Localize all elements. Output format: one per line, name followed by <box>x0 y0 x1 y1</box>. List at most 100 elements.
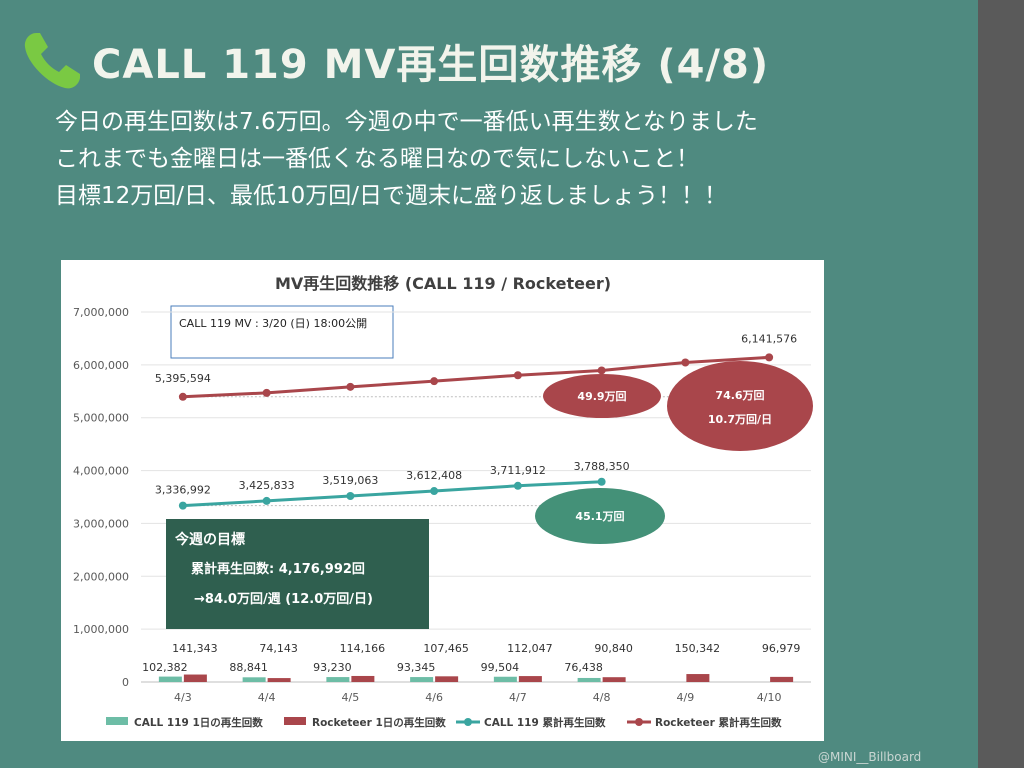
bar-value-label: 96,979 <box>762 642 801 655</box>
series-point <box>681 358 690 367</box>
series-point <box>597 477 606 486</box>
chart-title: MV再生回数推移 (CALL 119 / Rocketeer) <box>275 274 611 293</box>
y-tick-label: 3,000,000 <box>73 517 129 530</box>
y-tick-label: 1,000,000 <box>73 623 129 636</box>
footer-credit: @MINI__Billboard <box>818 750 922 764</box>
legend-swatch-point <box>464 718 472 726</box>
bar <box>183 674 207 682</box>
legend-label: CALL 119 累計再生回数 <box>484 716 606 729</box>
goal-line-2: →84.0万回/週 (12.0万回/日) <box>194 592 373 607</box>
call-weekly-ellipse: 45.1万回 <box>535 488 665 544</box>
bar-value-label: 112,047 <box>507 642 553 655</box>
goal-title: 今週の目標 <box>174 531 245 548</box>
rocketeer-total-label: 74.6万回 <box>715 388 764 402</box>
bar <box>686 674 710 682</box>
chart-panel: MV再生回数推移 (CALL 119 / Rocketeer) CALL 119… <box>61 260 824 741</box>
legend: CALL 119 1日の再生回数 Rocketeer 1日の再生回数 CALL 11… <box>106 716 782 729</box>
y-tick-label: 5,000,000 <box>73 412 129 425</box>
y-axis: 0 1,000,000 2,000,000 3,000,000 4,000,000 5,0… <box>73 306 129 689</box>
y-tick-label: 7,000,000 <box>73 306 129 319</box>
goal-line-1: 累計再生回数: 4,176,992回 <box>191 561 365 577</box>
release-note-text: CALL 119 MV : 3/20 (日) 18:00公開 <box>179 317 367 330</box>
rocketeer-per-day-label: 10.7万回/日 <box>708 412 772 426</box>
series-point <box>178 501 187 510</box>
line-value-label: 3,336,992 <box>155 484 211 497</box>
y-tick-label: 0 <box>122 676 129 689</box>
bar-value-label: 90,840 <box>594 642 633 655</box>
bar <box>435 676 459 682</box>
x-tick-label: 4/9 <box>677 691 695 704</box>
series-line <box>182 480 602 508</box>
series-line <box>182 355 770 399</box>
rocketeer-weekly-ellipse: 49.9万回 <box>543 374 661 418</box>
bar-value-label: 99,504 <box>481 661 520 674</box>
series-point <box>346 382 355 391</box>
call-weekly-label: 45.1万回 <box>575 509 624 523</box>
bar-value-label: 93,345 <box>397 661 436 674</box>
x-axis: 4/3 4/4 4/5 4/6 4/7 4/8 4/9 4/10 <box>141 681 811 704</box>
phone-icon <box>24 33 80 89</box>
line-value-label: 3,425,833 <box>239 479 295 492</box>
commentary: 今日の再生回数は7.6万回。今週の中で一番低い再生数となりました これまでも金曜… <box>55 104 758 215</box>
bar <box>770 676 794 682</box>
series-point <box>430 487 439 496</box>
x-tick-label: 4/8 <box>593 691 611 704</box>
line-value-label: 6,141,576 <box>741 332 797 345</box>
y-tick-label: 6,000,000 <box>73 359 129 372</box>
x-tick-label: 4/4 <box>258 691 276 704</box>
bar <box>351 675 375 682</box>
bar <box>242 677 266 682</box>
line-value-label: 3,788,350 <box>574 460 630 473</box>
bar-value-label: 93,230 <box>313 661 352 674</box>
bar-value-label: 114,166 <box>340 642 386 655</box>
series-point <box>513 371 522 380</box>
y-tick-label: 2,000,000 <box>73 570 129 583</box>
bar-value-label: 102,382 <box>142 661 188 674</box>
series-point <box>346 491 355 500</box>
bar-value-label: 107,465 <box>423 642 469 655</box>
bar <box>577 677 601 682</box>
views-chart: MV再生回数推移 (CALL 119 / Rocketeer) CALL 119… <box>73 274 813 729</box>
legend-swatch <box>284 717 306 725</box>
bar-value-label: 74,143 <box>259 642 298 655</box>
bar-value-label: 88,841 <box>229 661 268 674</box>
bar <box>267 678 291 682</box>
bar-value-label: 76,438 <box>564 661 603 674</box>
bar <box>602 677 626 682</box>
series-point <box>597 366 606 375</box>
x-tick-label: 4/10 <box>757 691 782 704</box>
x-tick-label: 4/6 <box>425 691 443 704</box>
series-point <box>262 496 271 505</box>
line-value-label: 3,519,063 <box>322 474 378 487</box>
bar <box>518 676 542 682</box>
legend-label: CALL 119 1日の再生回数 <box>134 716 263 729</box>
rocketeer-weekly-label: 49.9万回 <box>577 389 626 403</box>
line-value-label: 3,711,912 <box>490 464 546 477</box>
data-labels: 102,382 88,841 93,230 93,345 99,504 76,438 141… <box>142 332 800 674</box>
x-tick-label: 4/7 <box>509 691 527 704</box>
rocketeer-total-ellipse: 74.6万回 10.7万回/日 <box>667 361 813 451</box>
x-tick-label: 4/3 <box>174 691 192 704</box>
x-tick-label: 4/5 <box>342 691 360 704</box>
series-point <box>513 481 522 490</box>
line-value-label: 5,395,594 <box>155 372 211 385</box>
y-tick-label: 4,000,000 <box>73 465 129 478</box>
title-row: CALL 119 MV再生回数推移 (4/8) <box>18 26 769 96</box>
page-title: CALL 119 MV再生回数推移 (4/8) <box>92 42 770 88</box>
release-note-box: CALL 119 MV : 3/20 (日) 18:00公開 <box>170 305 394 359</box>
legend-label: Rocketeer 累計再生回数 <box>655 716 782 729</box>
bar <box>410 677 434 682</box>
series-point <box>765 353 774 362</box>
bar-value-label: 141,343 <box>172 642 218 655</box>
bar <box>158 676 182 682</box>
line-value-label: 3,612,408 <box>406 469 462 482</box>
commentary-line: 今日の再生回数は7.6万回。今週の中で一番低い再生数となりました <box>55 109 758 135</box>
right-side-strip <box>978 0 1024 768</box>
series-point <box>430 377 439 386</box>
commentary-line: 目標12万回/日、最低10万回/日で週末に盛り返しましょう！！！ <box>55 183 728 209</box>
legend-swatch-point <box>635 718 643 726</box>
bar <box>326 677 350 682</box>
bar-series <box>158 674 794 682</box>
weekly-goal-box: 今週の目標 累計再生回数: 4,176,992回 →84.0万回/週 (12.0… <box>166 519 429 629</box>
bar <box>493 676 517 682</box>
